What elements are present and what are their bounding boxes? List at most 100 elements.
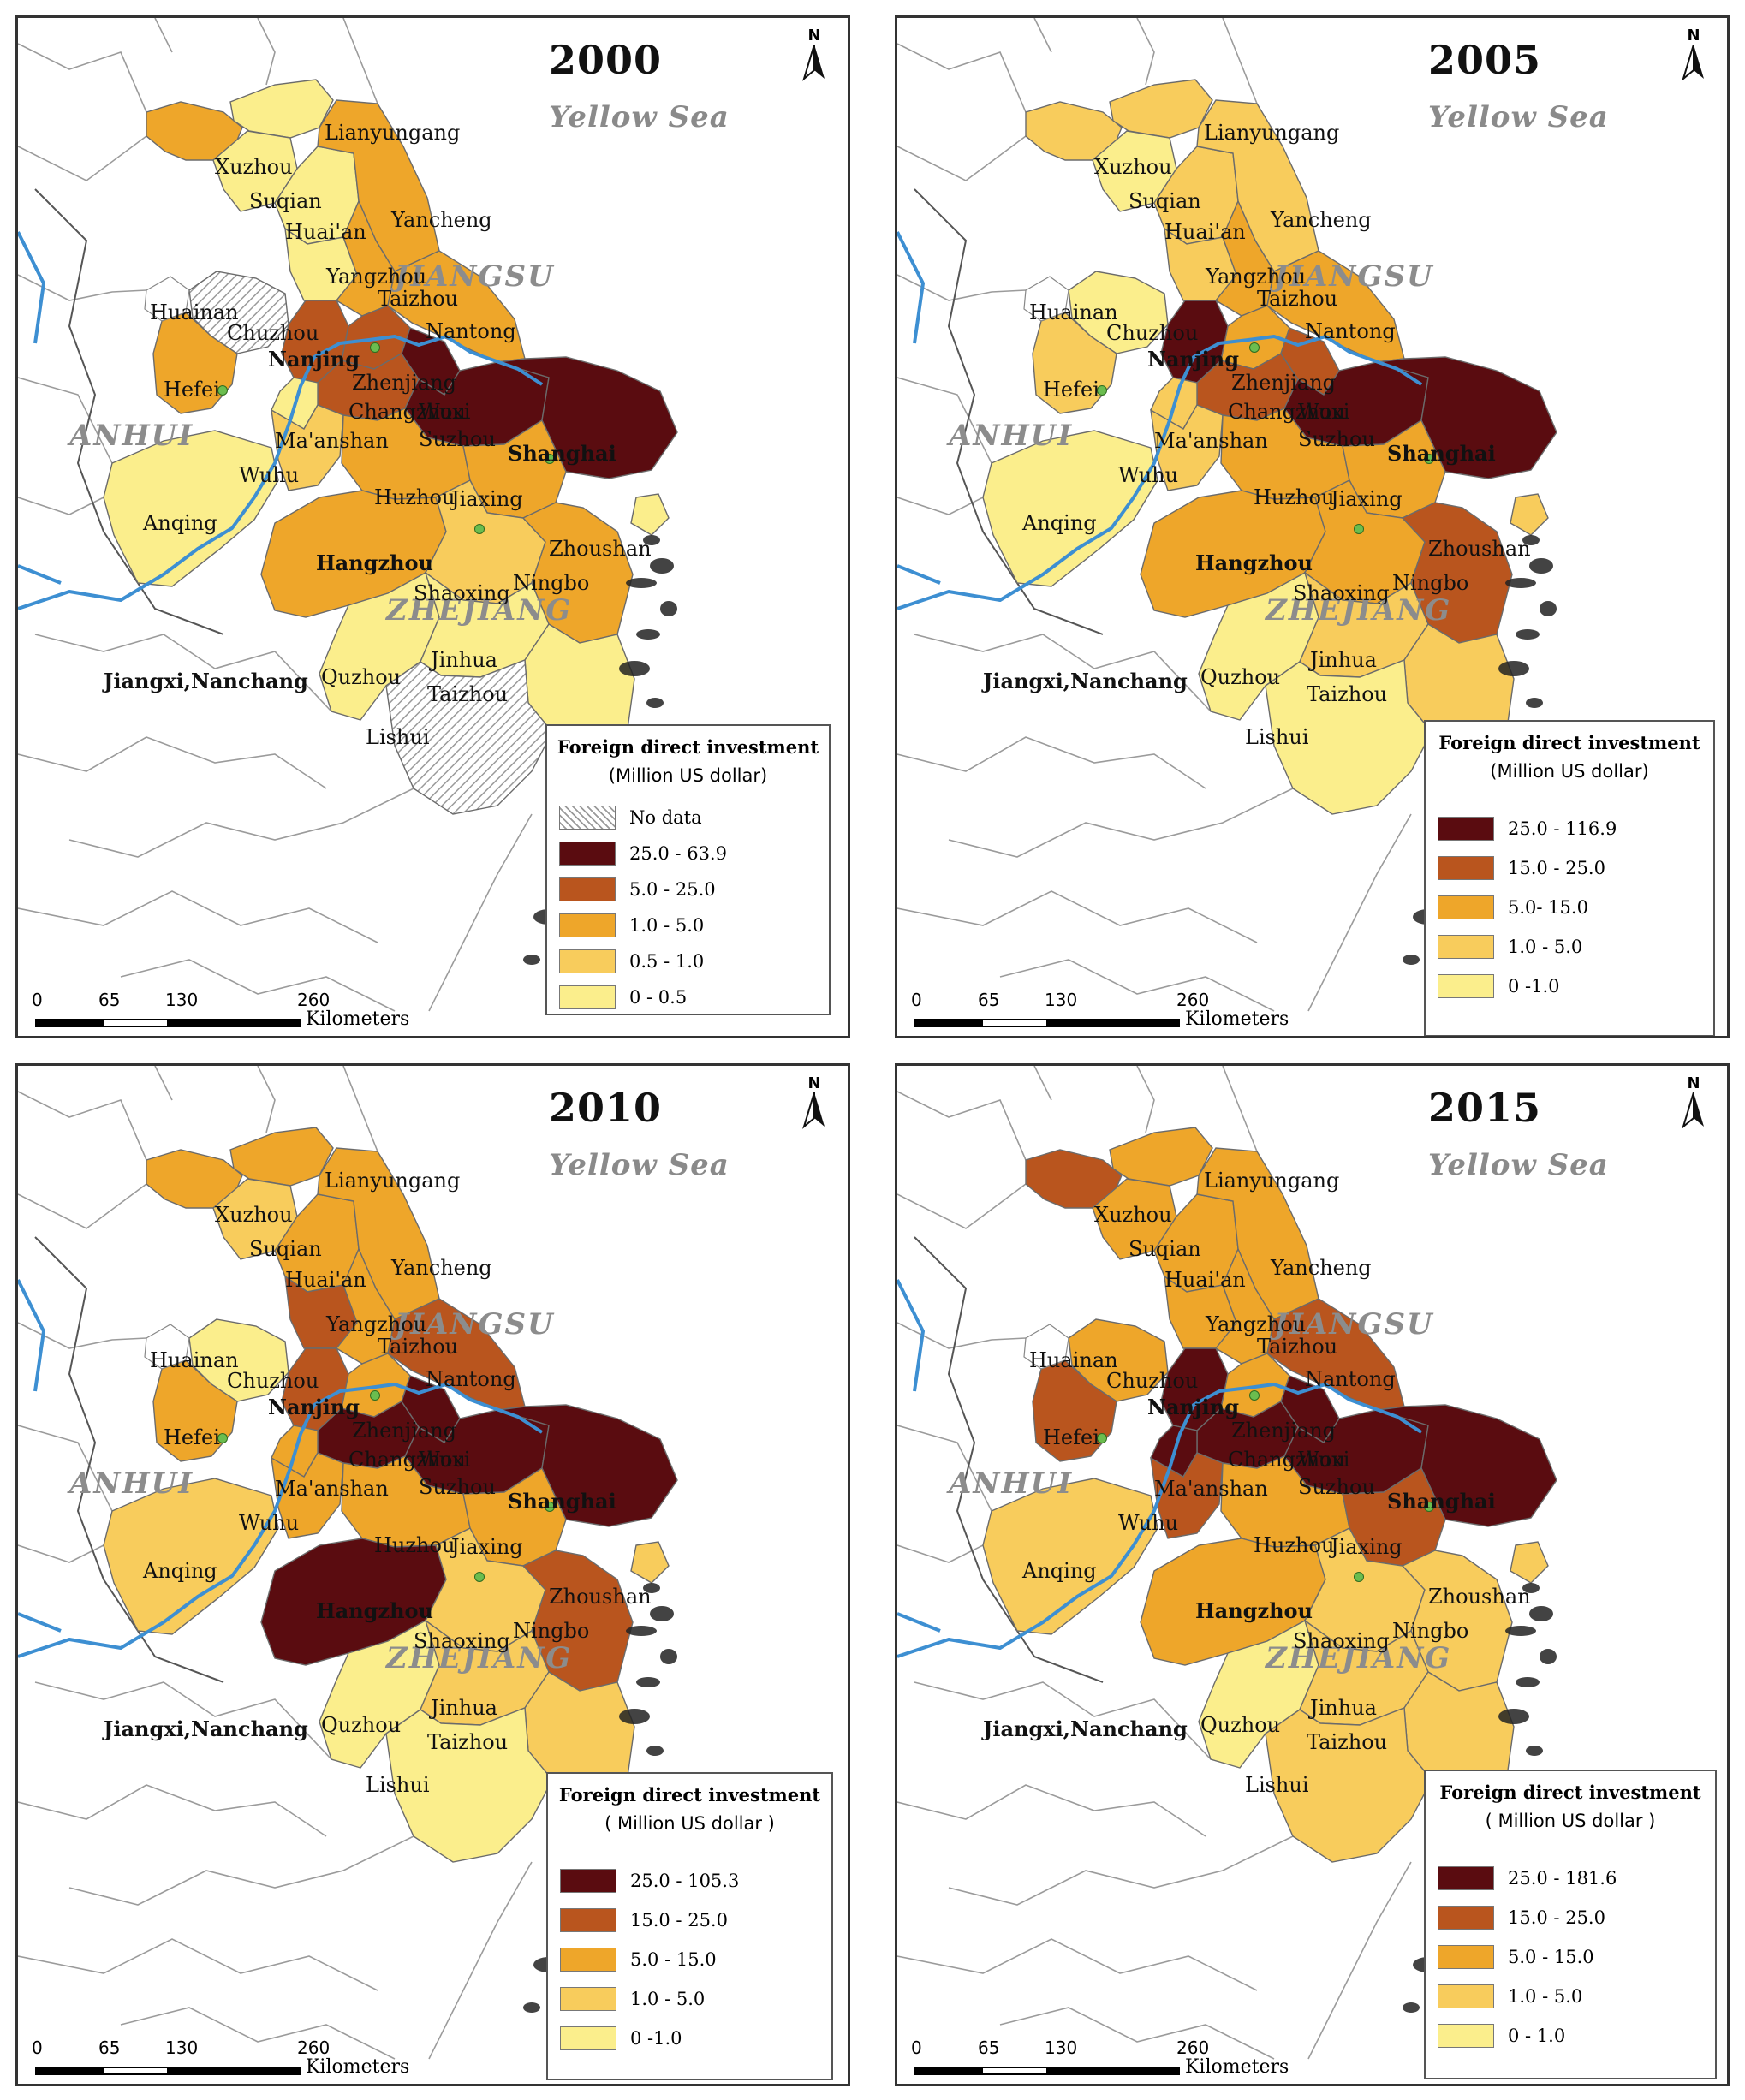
region-shanghai (497, 356, 678, 479)
admin-boundary-line (68, 1835, 414, 1906)
admin-boundary-line (1136, 1066, 1155, 1133)
region-huainan (144, 1324, 190, 1370)
city-label-hefei: Hefei (1043, 378, 1099, 402)
city-label-jinhua: Jinhua (431, 648, 497, 672)
city-label-wuxi: Wuxi (1298, 1448, 1350, 1472)
city-label-hangzhou: Hangzhou (1195, 550, 1313, 575)
legend-item: 5.0 - 15.0 (560, 1947, 717, 1972)
legend-item-label: 25.0 - 116.9 (1508, 818, 1617, 839)
scale-tick-label: 0 (911, 990, 922, 1010)
admin-boundary-line (428, 813, 533, 1012)
region-zhoushan (630, 493, 670, 536)
legend-item-label: 1.0 - 5.0 (630, 1989, 706, 2009)
map-panel-2005: 2005 Yellow Sea N JIANGSU ANHUI ZHEJIANG Xuzho… (895, 15, 1730, 1038)
region-lishui (1265, 659, 1432, 815)
province-label: ANHUI (69, 419, 194, 453)
city-label-chuzhou: Chuzhou (227, 1369, 319, 1393)
admin-boundary-line (897, 135, 1027, 181)
city-label-jiaxing: Jiaxing (1331, 487, 1403, 511)
region-huainan (144, 276, 190, 322)
city-label-jinhua: Jinhua (1310, 1696, 1377, 1720)
city-label-shanghai: Shanghai (1387, 1489, 1496, 1514)
island-mark (636, 629, 660, 640)
admin-boundary-line (1222, 18, 1258, 104)
admin-boundary-line (1136, 18, 1155, 86)
sea-label: Yellow Sea (549, 1148, 730, 1182)
city-label-nantong: Nantong (1305, 319, 1396, 343)
admin-boundary-line (18, 1425, 113, 1512)
region-hefei (1032, 1359, 1117, 1462)
map-canvas (897, 1066, 1557, 2060)
city-label-hangzhou: Hangzhou (1195, 1598, 1313, 1623)
island-mark (1540, 1649, 1557, 1664)
city-label-huaian: Huai'an (285, 220, 366, 244)
region-lianyungang (1109, 79, 1213, 139)
legend-swatch (560, 2026, 616, 2050)
north-arrow-icon: N (1677, 27, 1711, 86)
province-label: ZHEJIANG (1266, 1641, 1452, 1675)
city-label-suqian: Suqian (249, 189, 322, 213)
city-label-nanjing: Nanjing (1147, 1395, 1239, 1419)
legend-item: 0.5 - 1.0 (559, 949, 704, 974)
city-label-yangzhou: Yangzhou (326, 265, 427, 289)
city-label-wuhu: Wuhu (239, 463, 300, 487)
legend-item-label: 25.0 - 63.9 (629, 843, 727, 864)
river-line (897, 231, 925, 344)
capital-city-dot (1424, 454, 1434, 464)
admin-boundary-line (897, 1425, 992, 1512)
legend-item: 1.0 - 5.0 (560, 1986, 705, 2012)
city-label-changzhou: Changzhou (348, 1448, 466, 1472)
scale-tick-label: 260 (1176, 990, 1210, 1010)
capital-city-dot (217, 385, 228, 396)
admin-boundary-line (68, 788, 414, 858)
admin-boundary-line (1222, 1066, 1258, 1152)
city-label-xuzhou: Xuzhou (215, 155, 293, 179)
legend-swatch (560, 1987, 616, 2011)
city-label-ningbo: Ningbo (1392, 1619, 1469, 1643)
city-label-changzhou: Changzhou (348, 400, 466, 424)
admin-boundary-line (897, 1938, 1258, 1991)
admin-boundary-line (897, 890, 1258, 943)
admin-boundary-line (154, 1066, 173, 1101)
legend-item-label: 1.0 - 5.0 (1508, 937, 1583, 957)
legend-title: Foreign direct investment (557, 736, 819, 758)
city-label-huzhou: Huzhou (1254, 1533, 1335, 1557)
province-label: ANHUI (69, 1466, 194, 1501)
legend-swatch (559, 842, 616, 866)
city-label-hefei: Hefei (1043, 1425, 1099, 1449)
region-lianyungang (229, 79, 334, 139)
admin-boundary-line (1307, 1861, 1412, 2060)
city-label-yangzhou: Yangzhou (1206, 1312, 1307, 1336)
capital-city-dot (217, 1433, 228, 1443)
city-label-xuzhou: Xuzhou (1094, 1203, 1172, 1227)
river-line (18, 1383, 544, 1658)
city-label-suzhou: Suzhou (1298, 427, 1375, 451)
province-boundary (914, 188, 1104, 635)
province-boundary (914, 1236, 1104, 1683)
city-label-ningbo: Ningbo (1392, 571, 1469, 595)
scale-tick-label: 130 (165, 2038, 199, 2058)
island-mark (1498, 1709, 1529, 1724)
legend-item: 5.0- 15.0 (1438, 895, 1588, 920)
legend-swatch (559, 806, 616, 830)
city-label-zhenjiang: Zhenjiang (1231, 371, 1337, 395)
city-label-taizhou-zj: Taizhou (1307, 1730, 1388, 1754)
legend-item: 0 -1.0 (560, 2026, 682, 2051)
island-mark (1526, 698, 1543, 708)
admin-boundary-line (897, 497, 984, 515)
scale-bar-segment (914, 1019, 981, 1027)
river-line (897, 1279, 925, 1392)
city-label-ningbo: Ningbo (513, 1619, 590, 1643)
city-label-suqian: Suqian (1129, 1237, 1201, 1261)
region-anqing (103, 1478, 279, 1635)
legend-unit: ( Million US dollar ) (1485, 1811, 1656, 1831)
island-mark (643, 1583, 660, 1593)
scale-tick-label: 65 (978, 2038, 1000, 2058)
admin-boundary-line (18, 497, 104, 515)
city-label-shanghai: Shanghai (1387, 441, 1496, 466)
legend-title: Foreign direct investment (1439, 1782, 1701, 1803)
legend-swatch (1438, 935, 1494, 959)
city-label-shaoxing: Shaoxing (1293, 1629, 1390, 1653)
city-label-lianyungang: Lianyungang (1204, 1169, 1340, 1193)
admin-boundary-line (18, 1091, 147, 1161)
